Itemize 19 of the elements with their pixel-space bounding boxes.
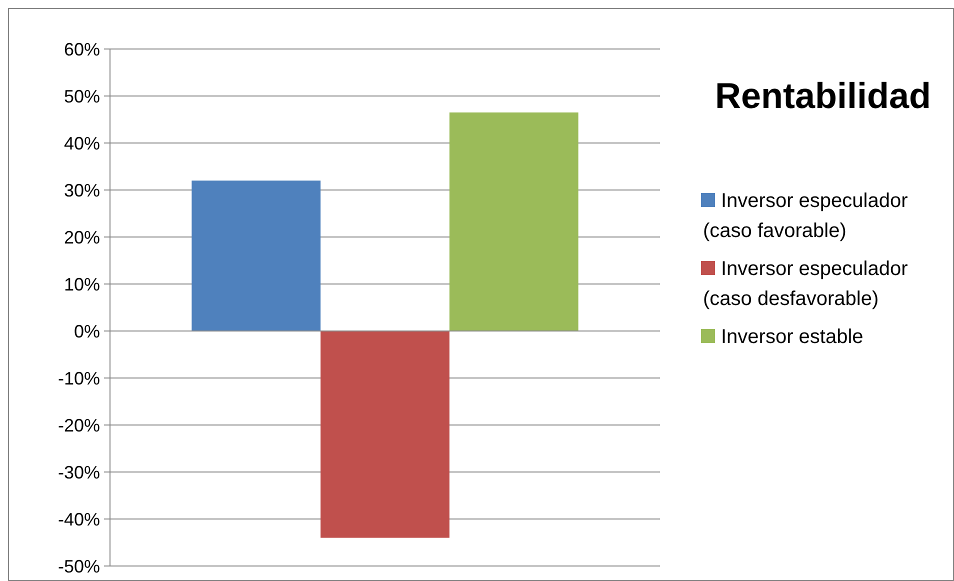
legend-label: Inversor estable — [721, 326, 864, 348]
y-tick-label: -40% — [58, 509, 100, 530]
legend-label: Inversor especulador (caso favorable) — [703, 190, 908, 242]
y-tick-label: 40% — [64, 133, 100, 154]
y-tick-label: -20% — [58, 415, 100, 436]
y-tick-label: 50% — [64, 86, 100, 106]
bar — [192, 180, 321, 331]
y-tick-label: -30% — [58, 462, 100, 482]
bar — [449, 112, 578, 331]
y-tick-label: 10% — [64, 274, 100, 294]
legend-label: Inversor especulador (caso desfavorable) — [703, 258, 908, 310]
y-tick-label: 20% — [64, 227, 100, 248]
y-tick-label: -50% — [58, 556, 100, 576]
y-tick-label: 0% — [74, 321, 100, 342]
text: Rentabilidad — [714, 75, 932, 116]
y-tick-label: 30% — [64, 180, 100, 200]
y-tick-label: 60% — [64, 39, 100, 60]
bar — [320, 331, 450, 538]
y-tick-label: -10% — [58, 368, 100, 388]
